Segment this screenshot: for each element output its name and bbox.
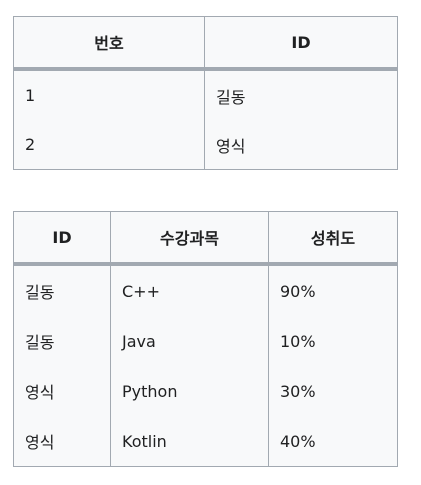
table-cell-achievement: 90% bbox=[268, 264, 398, 316]
table-row: 길동 Java 10% bbox=[13, 316, 398, 366]
column-header-id: ID bbox=[204, 16, 398, 71]
users-table: 번호 ID 1 길동 2 영식 bbox=[13, 16, 398, 170]
table-cell-course: Python bbox=[110, 366, 269, 416]
table-cell-course: Kotlin bbox=[110, 416, 269, 467]
table-cell-id: 길동 bbox=[13, 264, 111, 316]
table-cell-course: Java bbox=[110, 316, 269, 366]
column-header-course: 수강과목 bbox=[110, 211, 269, 266]
table-cell-id: 영식 bbox=[204, 120, 398, 170]
table-cell-number: 1 bbox=[13, 69, 205, 120]
table-row: 1 길동 bbox=[13, 69, 398, 120]
table-row: 영식 Kotlin 40% bbox=[13, 416, 398, 467]
table-cell-achievement: 30% bbox=[268, 366, 398, 416]
table-cell-achievement: 40% bbox=[268, 416, 398, 467]
column-header-id: ID bbox=[13, 211, 111, 266]
table-cell-number: 2 bbox=[13, 120, 205, 170]
table-cell-id: 길동 bbox=[204, 69, 398, 120]
table-cell-achievement: 10% bbox=[268, 316, 398, 366]
table-header-row: 번호 ID bbox=[13, 16, 398, 71]
scores-table: ID 수강과목 성취도 길동 C++ 90% 길동 Java 10% 영식 Py… bbox=[13, 211, 398, 467]
column-header-achievement: 성취도 bbox=[268, 211, 398, 266]
table-row: 길동 C++ 90% bbox=[13, 264, 398, 316]
table-header-row: ID 수강과목 성취도 bbox=[13, 211, 398, 266]
table-cell-course: C++ bbox=[110, 264, 269, 316]
table-row: 영식 Python 30% bbox=[13, 366, 398, 416]
table-cell-id: 영식 bbox=[13, 366, 111, 416]
column-header-number: 번호 bbox=[13, 16, 205, 71]
table-cell-id: 영식 bbox=[13, 416, 111, 467]
table-row: 2 영식 bbox=[13, 120, 398, 170]
table-cell-id: 길동 bbox=[13, 316, 111, 366]
